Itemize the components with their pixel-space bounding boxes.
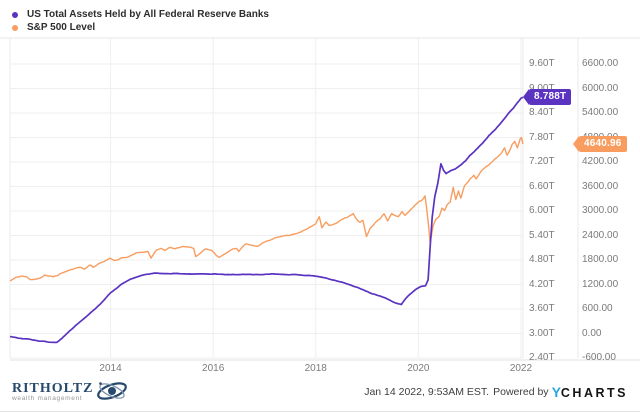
y-axis-sp500-tick: 1800.00	[582, 254, 619, 265]
y-axis-assets-tick: 9.60T	[529, 58, 555, 69]
current-value-badge-fed: 8.788T	[523, 89, 572, 106]
ritholtz-logo: RITHOLTZ wealth management	[12, 379, 130, 405]
y-axis-sp500-tick: 3600.00	[582, 180, 619, 192]
y-axis-assets-tick: 3.60T	[529, 303, 555, 314]
legend-label-sp500: S&P 500 Level	[27, 22, 96, 33]
series-marker-sp500-icon	[12, 24, 18, 31]
ycharts-y-mark: Y	[551, 384, 561, 400]
ritholtz-wordmark: RITHOLTZ	[12, 381, 94, 396]
y-axis-assets-tick: 2.40T	[529, 352, 555, 363]
y-axis-assets-tick: 5.40T	[529, 229, 555, 241]
x-axis-tick: 2018	[304, 363, 327, 374]
ritholtz-swirl-icon	[97, 382, 128, 400]
ycharts-wordmark: CHARTS	[560, 386, 628, 400]
y-axis-sp500-tick: 0.00	[582, 327, 602, 339]
y-axis-assets-tick: 6.60T	[529, 180, 555, 192]
y-axis-assets-tick: 7.20T	[529, 156, 555, 167]
y-axis-assets-tick: 8.40T	[529, 107, 555, 118]
y-axis-sp500-tick: 600.00	[582, 303, 613, 314]
legend-label-fed-assets: US Total Assets Held by All Federal Rese…	[27, 9, 269, 20]
badge-value-sp500: 4640.96	[579, 135, 627, 152]
x-axis-tick: 2016	[202, 363, 225, 374]
badge-arrow-left-icon	[573, 135, 579, 152]
y-axis-sp500-tick: 3000.00	[582, 205, 619, 216]
legend-item-fed-assets[interactable]: US Total Assets Held by All Federal Rese…	[12, 8, 269, 21]
y-axis-assets-tick: 9.00T	[529, 82, 555, 94]
chart-footer: RITHOLTZ wealth management Jan 14 2022, …	[0, 374, 640, 410]
y-axis-assets-tick: 3.00T	[529, 327, 555, 339]
y-axis-sp500-tick: -600.00	[582, 352, 616, 363]
badge-value-fed: 8.788T	[529, 89, 572, 106]
y-axis-sp500-tick: 4200.00	[582, 156, 619, 167]
series-marker-fed-icon	[12, 11, 18, 18]
chart-credit: Jan 14 2022, 9:53AM EST. Powered by Y CH…	[364, 384, 628, 400]
y-axis-assets-tick: 6.00T	[529, 205, 555, 216]
legend-item-sp500[interactable]: S&P 500 Level	[12, 21, 269, 34]
v-gridlines	[110, 38, 522, 358]
timestamp: Jan 14 2022, 9:53AM EST.	[364, 386, 490, 398]
ritholtz-tagline: wealth management	[12, 395, 83, 402]
x-axis-tick: 2014	[99, 363, 122, 374]
current-value-badge-sp500: 4640.96	[573, 135, 627, 152]
series-path-assets[interactable]	[9, 96, 524, 344]
y-axis-assets-tick: 7.80T	[529, 131, 555, 143]
y-axis-assets-tick: 4.20T	[529, 278, 555, 290]
y-axis-sp500-tick: 6600.00	[582, 58, 619, 69]
series-path-sp500[interactable]	[9, 136, 524, 282]
ycharts-logo[interactable]: Y CHARTS	[552, 384, 628, 400]
x-axis-tick: 2020	[407, 363, 430, 374]
y-axis-assets-tick: 4.80T	[529, 254, 555, 265]
h-gridlines	[10, 63, 523, 359]
y-axis-sp500-tick: 1200.00	[582, 278, 619, 290]
y-axis-sp500-tick: 6000.00	[582, 82, 619, 94]
badge-arrow-left-icon	[523, 89, 529, 106]
powered-by-label: Powered by	[493, 386, 549, 398]
chart-legend: US Total Assets Held by All Federal Rese…	[12, 8, 269, 34]
x-axis-tick: 2022	[509, 363, 533, 374]
y-axis-sp500-tick: 5400.00	[582, 107, 619, 118]
y-axis-sp500-tick: 2400.00	[582, 229, 619, 241]
